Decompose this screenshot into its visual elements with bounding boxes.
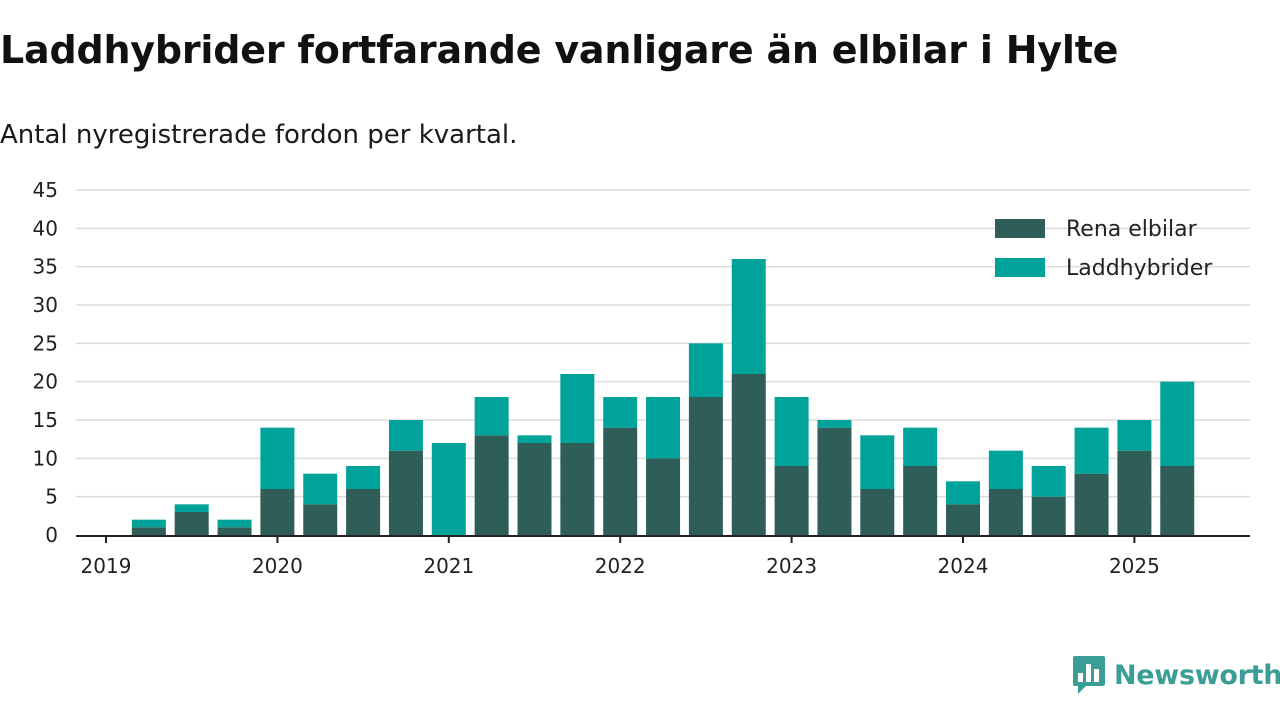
x-tick-label: 2025 — [1109, 554, 1160, 578]
y-tick-label: 5 — [45, 485, 58, 509]
bar-laddhybrider-2020-Q2 — [303, 473, 338, 505]
legend-swatch-laddhybrider — [995, 258, 1045, 277]
bar-laddhybrider-2024-Q3 — [1031, 466, 1066, 497]
bar-chart-speech-bubble-icon — [1073, 656, 1105, 694]
bar-rena-elbilar-2021-Q3 — [517, 443, 552, 535]
bar-laddhybrider-2022-Q4 — [731, 259, 766, 374]
x-tick-label: 2022 — [595, 554, 646, 578]
bar-rena-elbilar-2022-Q4 — [731, 374, 766, 535]
bar-laddhybrider-2024-Q1 — [946, 481, 980, 505]
bar-rena-elbilar-2020-Q2 — [303, 504, 338, 535]
bar-laddhybrider-2025-Q1 — [1117, 420, 1152, 451]
y-tick-label: 20 — [33, 370, 58, 394]
bar-laddhybrider-2025-Q2 — [1160, 381, 1195, 466]
bar-rena-elbilar-2024-Q4 — [1074, 473, 1109, 535]
y-tick-label: 30 — [33, 293, 58, 317]
bar-rena-elbilar-2025-Q1 — [1117, 450, 1152, 535]
bar-rena-elbilar-2023-Q4 — [903, 466, 938, 535]
bar-rena-elbilar-2022-Q3 — [688, 397, 723, 535]
y-tick-label: 40 — [33, 216, 58, 240]
bar-rena-elbilar-2024-Q2 — [988, 489, 1023, 535]
bar-rena-elbilar-2020-Q3 — [346, 489, 381, 535]
bar-rena-elbilar-2021-Q2 — [474, 435, 509, 535]
bar-rena-elbilar-2023-Q1 — [774, 466, 809, 535]
bar-laddhybrider-2019-Q4 — [217, 519, 252, 528]
x-tick-label: 2019 — [81, 554, 132, 578]
bar-rena-elbilar-2024-Q1 — [946, 504, 980, 535]
legend: Rena elbilar Laddhybrider — [995, 217, 1213, 281]
bar-rena-elbilar-2022-Q2 — [646, 458, 681, 535]
y-axis-ticks: 0 5 10 15 20 25 30 35 40 45 — [33, 178, 58, 547]
bar-laddhybrider-2023-Q3 — [860, 435, 895, 489]
bar-laddhybrider-2021-Q3 — [517, 435, 552, 443]
y-tick-label: 10 — [33, 446, 58, 470]
y-tick-label: 25 — [33, 331, 58, 355]
bar-laddhybrider-2024-Q2 — [988, 450, 1023, 489]
bar-laddhybrider-2019-Q3 — [174, 504, 209, 512]
bar-laddhybrider-2022-Q2 — [646, 397, 681, 459]
bar-laddhybrider-2022-Q3 — [688, 343, 723, 397]
y-tick-label: 45 — [33, 178, 58, 202]
bar-rena-elbilar-2022-Q1 — [603, 427, 638, 535]
bars — [131, 259, 1195, 535]
bar-rena-elbilar-2020-Q1 — [260, 489, 295, 535]
bar-rena-elbilar-2024-Q3 — [1031, 496, 1066, 535]
bar-laddhybrider-2022-Q1 — [603, 397, 638, 428]
bar-laddhybrider-2020-Q4 — [388, 420, 423, 451]
bar-rena-elbilar-2021-Q4 — [560, 443, 595, 535]
brand-name: Newsworthy — [1114, 659, 1280, 691]
bar-laddhybrider-2021-Q2 — [474, 397, 509, 436]
bar-rena-elbilar-2019-Q2 — [131, 527, 166, 535]
y-tick-label: 0 — [45, 523, 58, 547]
legend-swatch-rena-elbilar — [995, 219, 1045, 238]
bar-laddhybrider-2023-Q2 — [817, 420, 852, 428]
newsworthy-brand: Newsworthy — [1072, 654, 1280, 696]
bar-rena-elbilar-2020-Q4 — [388, 450, 423, 535]
chart-title: Laddhybrider fortfarande vanligare än el… — [0, 28, 1119, 72]
chart-subtitle: Antal nyregistrerade fordon per kvartal. — [0, 120, 518, 150]
bar-laddhybrider-2020-Q1 — [260, 427, 295, 489]
legend-label-laddhybrider: Laddhybrider — [1066, 256, 1213, 281]
bar-laddhybrider-2024-Q4 — [1074, 427, 1109, 474]
bar-rena-elbilar-2023-Q2 — [817, 427, 852, 535]
y-tick-label: 35 — [33, 255, 58, 279]
bar-rena-elbilar-2023-Q3 — [860, 489, 895, 535]
bar-laddhybrider-2020-Q3 — [346, 466, 381, 489]
bar-laddhybrider-2023-Q1 — [774, 397, 809, 466]
legend-label-rena-elbilar: Rena elbilar — [1066, 217, 1198, 242]
x-tick-label: 2024 — [938, 554, 989, 578]
y-tick-label: 15 — [33, 408, 58, 432]
x-tick-label: 2023 — [766, 554, 817, 578]
x-tick-label: 2021 — [423, 554, 474, 578]
bar-laddhybrider-2021-Q1 — [431, 443, 466, 535]
bar-rena-elbilar-2019-Q4 — [217, 527, 252, 535]
x-axis: 2019 2020 2021 2022 2023 2024 2025 — [76, 535, 1250, 578]
bar-laddhybrider-2023-Q4 — [903, 427, 938, 466]
bar-rena-elbilar-2019-Q3 — [174, 512, 209, 535]
bar-laddhybrider-2019-Q2 — [131, 519, 166, 528]
bar-laddhybrider-2021-Q4 — [560, 374, 595, 443]
bar-rena-elbilar-2025-Q2 — [1160, 466, 1195, 535]
x-tick-label: 2020 — [252, 554, 303, 578]
